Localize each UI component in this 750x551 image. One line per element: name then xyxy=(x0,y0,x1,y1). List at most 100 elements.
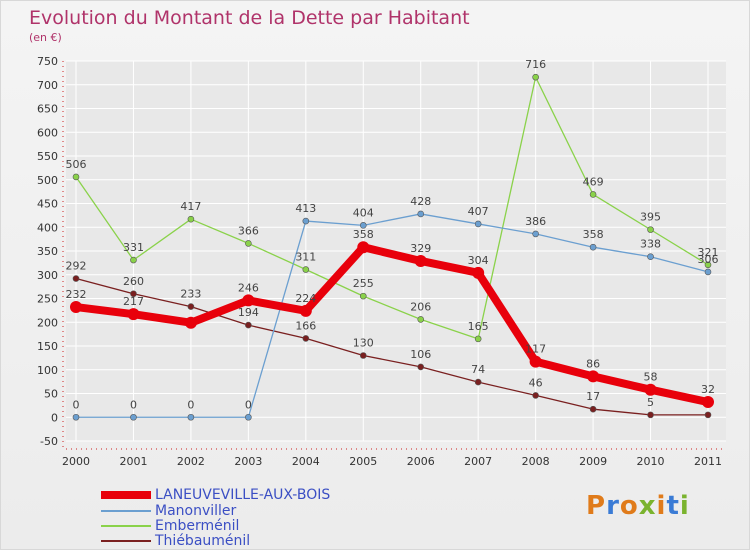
y-tick-label: 0 xyxy=(51,411,58,424)
data-label: 358 xyxy=(353,228,374,241)
y-tick-label: 200 xyxy=(37,316,58,329)
data-point xyxy=(299,304,312,317)
data-point xyxy=(184,316,197,329)
logo-letter: i xyxy=(656,491,667,521)
data-label: 217 xyxy=(123,295,144,308)
x-tick-label: 2009 xyxy=(579,455,607,468)
y-tick-label: 100 xyxy=(37,364,58,377)
data-label: 407 xyxy=(468,205,489,218)
data-point xyxy=(359,352,367,359)
data-point xyxy=(417,210,425,218)
data-label: 292 xyxy=(66,260,87,273)
data-label: 304 xyxy=(468,254,489,267)
data-label: 130 xyxy=(353,337,374,350)
data-point xyxy=(302,217,310,225)
data-label: 0 xyxy=(73,398,80,411)
data-label: 17 xyxy=(586,390,600,403)
data-point xyxy=(472,266,485,279)
data-point xyxy=(127,308,140,321)
data-label: 58 xyxy=(644,371,658,384)
data-point xyxy=(532,392,539,399)
y-tick-label: 500 xyxy=(37,174,58,187)
logo-letter: r xyxy=(606,491,620,521)
data-point xyxy=(532,73,539,81)
x-tick-label: 2010 xyxy=(637,455,665,468)
data-point xyxy=(187,215,195,223)
y-tick-label: 650 xyxy=(37,103,58,116)
y-tick-label: 300 xyxy=(37,269,58,282)
data-label: 74 xyxy=(471,363,485,376)
x-tick-label: 2000 xyxy=(62,455,90,468)
legend-label-laneuveville: LANEUVEVILLE-AUX-BOIS xyxy=(155,487,331,503)
data-point xyxy=(589,243,597,251)
data-label: 395 xyxy=(640,211,661,224)
data-point xyxy=(187,303,195,310)
data-point xyxy=(644,383,657,396)
x-tick-label: 2003 xyxy=(234,455,262,468)
chart-title: Evolution du Montant de la Dette par Hab… xyxy=(29,7,470,29)
data-label: 0 xyxy=(130,398,137,411)
logo-letter: t xyxy=(666,491,680,521)
x-tick-label: 2007 xyxy=(464,455,492,468)
data-label: 117 xyxy=(525,343,546,356)
data-label: 331 xyxy=(123,241,144,254)
data-label: 86 xyxy=(586,357,600,370)
data-label: 428 xyxy=(410,195,431,208)
data-label: 404 xyxy=(353,206,374,219)
data-label: 32 xyxy=(701,383,715,396)
y-tick-label: 600 xyxy=(37,126,58,139)
data-label: 306 xyxy=(698,253,719,266)
data-label: 206 xyxy=(410,300,431,313)
y-tick-label: 750 xyxy=(37,55,58,68)
data-point xyxy=(245,321,252,329)
data-point xyxy=(245,240,252,247)
y-tick-label: -50 xyxy=(40,435,58,448)
logo-letter: i xyxy=(679,491,690,521)
y-tick-label: 150 xyxy=(37,340,58,353)
data-label: 232 xyxy=(66,288,87,301)
data-label: 716 xyxy=(525,58,546,71)
data-label: 413 xyxy=(295,202,316,215)
proxiti-logo: Proxiti xyxy=(586,491,690,521)
data-point xyxy=(647,226,654,233)
data-point xyxy=(647,253,654,260)
series-line-1 xyxy=(75,213,709,418)
legend-label-emberménil: Emberménil xyxy=(155,518,240,534)
data-label: 329 xyxy=(410,242,431,255)
data-point xyxy=(589,405,597,413)
logo-letter: o xyxy=(619,491,639,521)
data-point xyxy=(72,275,80,282)
legend-label-manonviller: Manonviller xyxy=(155,503,237,519)
data-label: 469 xyxy=(583,175,604,188)
y-tick-label: 700 xyxy=(37,79,58,92)
y-tick-label: 450 xyxy=(37,198,58,211)
data-point xyxy=(130,290,137,298)
data-label: 386 xyxy=(525,215,546,228)
data-point xyxy=(529,355,542,368)
data-label: 321 xyxy=(698,246,719,259)
data-point xyxy=(357,241,370,254)
data-point xyxy=(704,411,712,419)
data-point xyxy=(474,378,482,386)
data-point xyxy=(702,396,714,409)
data-point xyxy=(589,191,597,198)
data-label: 46 xyxy=(529,376,543,389)
data-label: 358 xyxy=(583,228,604,241)
data-label: 366 xyxy=(238,224,259,237)
data-point xyxy=(130,256,137,264)
data-point xyxy=(647,411,654,419)
x-tick-label: 2002 xyxy=(177,455,205,468)
data-label: 166 xyxy=(295,319,316,332)
x-tick-label: 2001 xyxy=(119,455,147,468)
data-label: 0 xyxy=(187,398,194,411)
data-label: 0 xyxy=(245,398,252,411)
data-point xyxy=(245,413,252,421)
data-point xyxy=(302,266,310,273)
data-point xyxy=(72,413,80,421)
data-point xyxy=(474,220,482,228)
y-tick-label: 350 xyxy=(37,245,58,258)
data-label: 417 xyxy=(180,200,201,213)
x-tick-label: 2005 xyxy=(349,455,377,468)
data-label: 233 xyxy=(180,288,201,301)
